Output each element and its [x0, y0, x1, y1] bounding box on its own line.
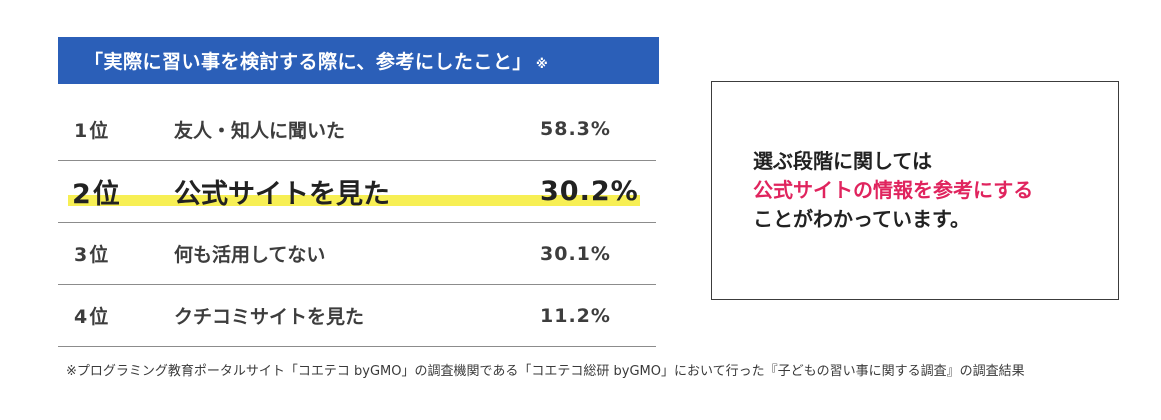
callout-box: 選ぶ段階に関しては 公式サイトの情報を参考にする ことがわかっています。	[711, 81, 1119, 300]
rank-value: 58.3%	[540, 118, 611, 140]
footnote: ※プログラミング教育ポータルサイト「コエテコ byGMO」の調査機関である「コエ…	[66, 364, 1025, 379]
ranking-row-1: 1位 友人・知人に聞いた 58.3%	[58, 98, 656, 161]
rank-label: クチコミサイトを見た	[174, 306, 365, 328]
rank-number: 4位	[74, 306, 111, 328]
rank-number: 3位	[74, 244, 111, 266]
rank-label: 何も活用してない	[174, 244, 326, 266]
ranking-row-3: 3位 何も活用してない 30.1%	[58, 223, 656, 285]
rank-number: 1位	[74, 119, 111, 142]
ranking-list: 1位 友人・知人に聞いた 58.3% 2位 公式サイトを見た 30.2% 3位 …	[58, 98, 656, 347]
title-text: 「実際に習い事を検討する際に、参考にしたこと」	[84, 51, 532, 73]
rank-value: 11.2%	[540, 304, 611, 327]
callout-line-3: ことがわかっています。	[753, 207, 970, 231]
rank-value: 30.1%	[540, 242, 611, 265]
rank-label: 友人・知人に聞いた	[174, 119, 346, 142]
rank-value: 30.2%	[540, 176, 639, 207]
title-banner: 「実際に習い事を検討する際に、参考にしたこと」 ※	[58, 37, 659, 84]
callout-line-2-emphasis: 公式サイトの情報を参考にする	[753, 178, 1034, 202]
ranking-row-2: 2位 公式サイトを見た 30.2%	[58, 161, 656, 223]
rank-label: 公式サイトを見た	[174, 179, 390, 210]
callout-line-1: 選ぶ段階に関しては	[753, 149, 932, 173]
title-note-mark: ※	[535, 56, 549, 71]
highlight-marker	[68, 195, 640, 206]
rank-number: 2位	[72, 179, 122, 210]
ranking-row-4: 4位 クチコミサイトを見た 11.2%	[58, 285, 656, 347]
